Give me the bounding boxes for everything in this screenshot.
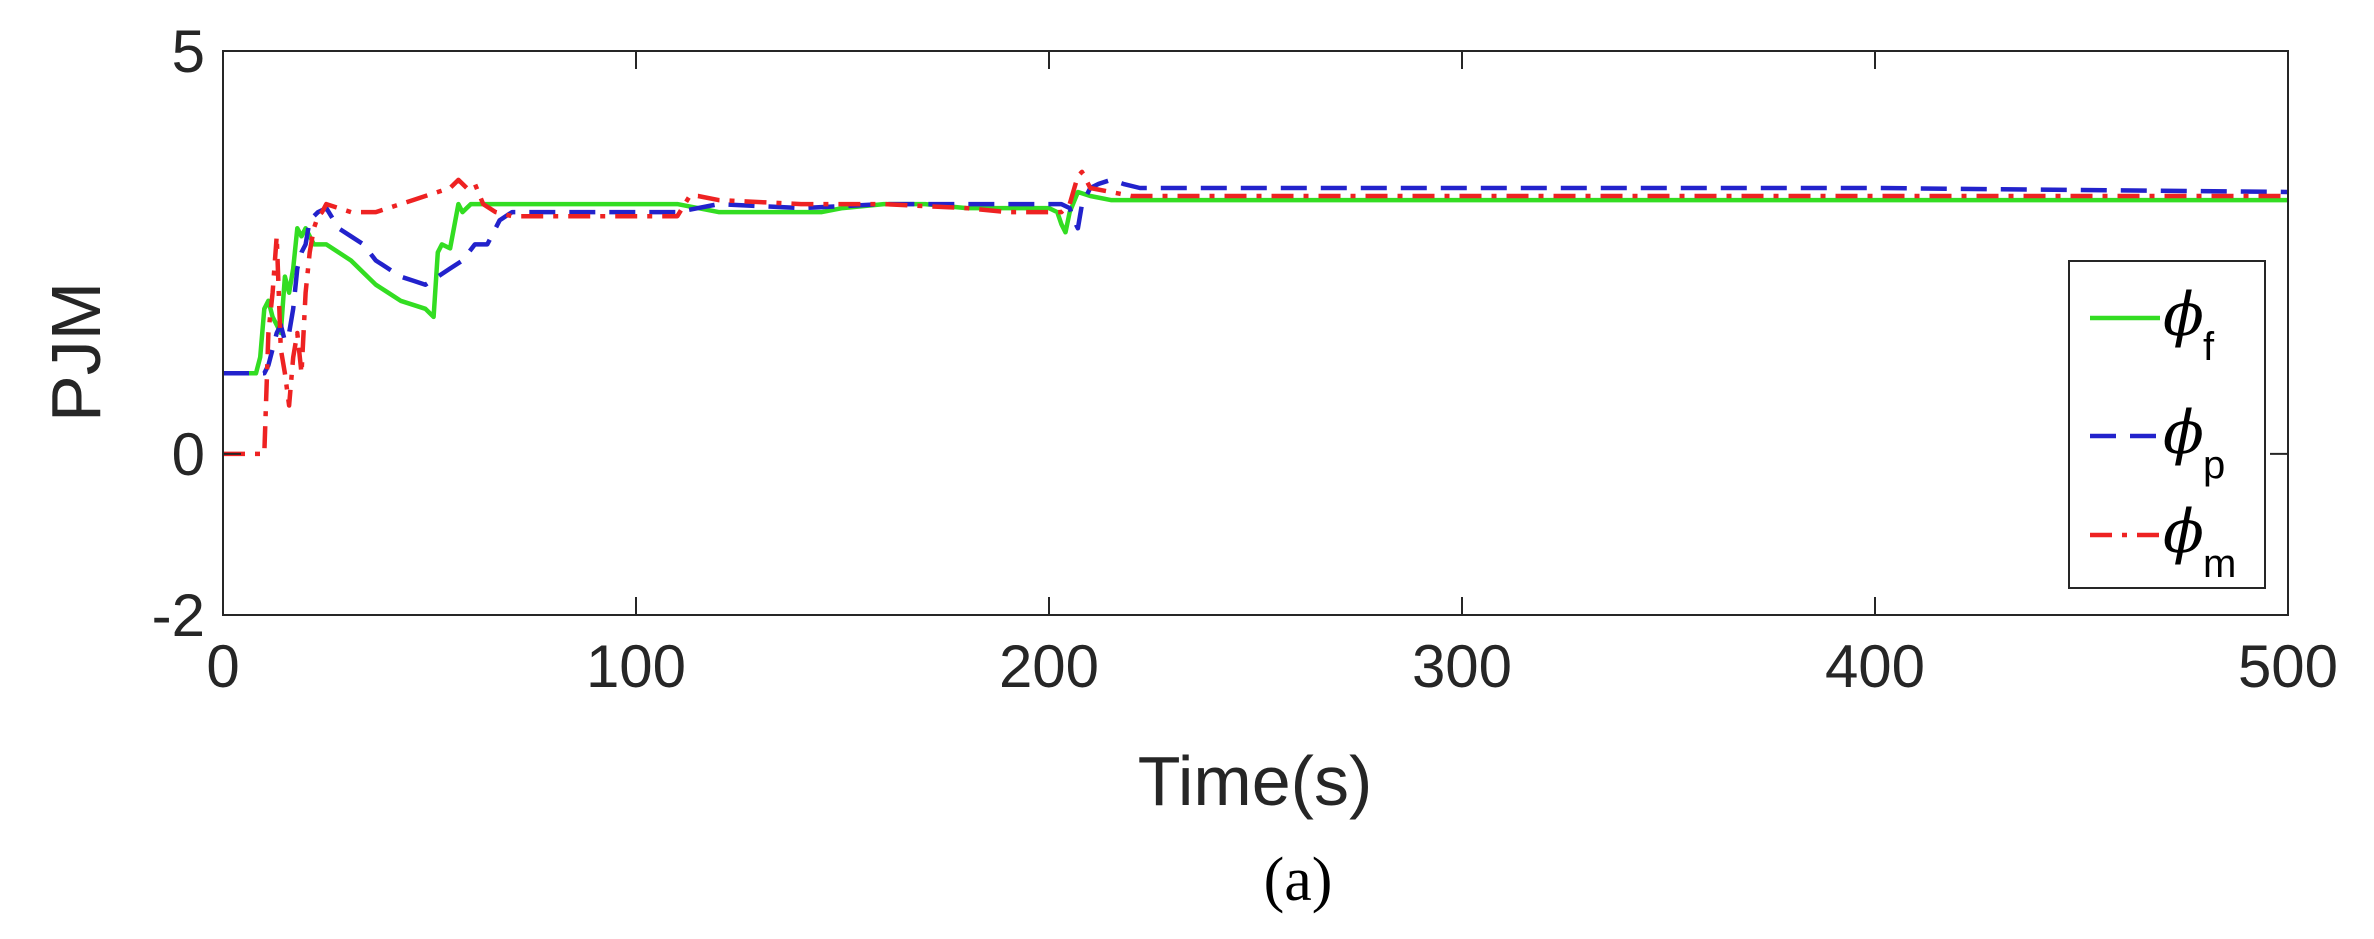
legend-entry-2: ϕ p [2090, 398, 2225, 487]
x-tick-label: 300 [1412, 633, 1512, 700]
x-axis-label: Time(s) [1138, 742, 1373, 820]
legend-subscript-2: p [2203, 443, 2225, 487]
y-tick-label: 0 [172, 421, 205, 488]
x-tick-label: 500 [2238, 633, 2338, 700]
series-line-m [223, 169, 2288, 457]
series-layer [223, 169, 2289, 457]
legend: ϕ f ϕ p ϕ m [2068, 260, 2266, 589]
series-line-p [223, 177, 2289, 376]
x-tick-label: 100 [586, 633, 686, 700]
plot-frame [222, 50, 2289, 616]
y-tick-label: -2 [152, 582, 205, 649]
y-axis-label: PJM [37, 282, 115, 422]
legend-subscript-3: m [2203, 542, 2236, 586]
tick-layer: 0 100 200 300 400 500-205 [152, 18, 2338, 700]
legend-entry-3: ϕ m [2090, 497, 2236, 586]
figure-caption: (a) [1264, 846, 1333, 914]
plot-area [223, 51, 2288, 615]
legend-symbol-2: ϕ [2163, 398, 2204, 468]
x-tick-label: 200 [999, 633, 1099, 700]
legend-subscript-1: f [2203, 325, 2215, 369]
legend-symbol-3: ϕ [2163, 497, 2204, 567]
x-tick-label: 400 [1825, 633, 1925, 700]
legend-entry-1: ϕ f [2090, 280, 2215, 369]
series-line-f [223, 189, 2288, 376]
legend-symbol-1: ϕ [2163, 280, 2204, 350]
y-tick-label: 5 [172, 18, 205, 85]
x-tick-label: 0 [206, 633, 239, 700]
